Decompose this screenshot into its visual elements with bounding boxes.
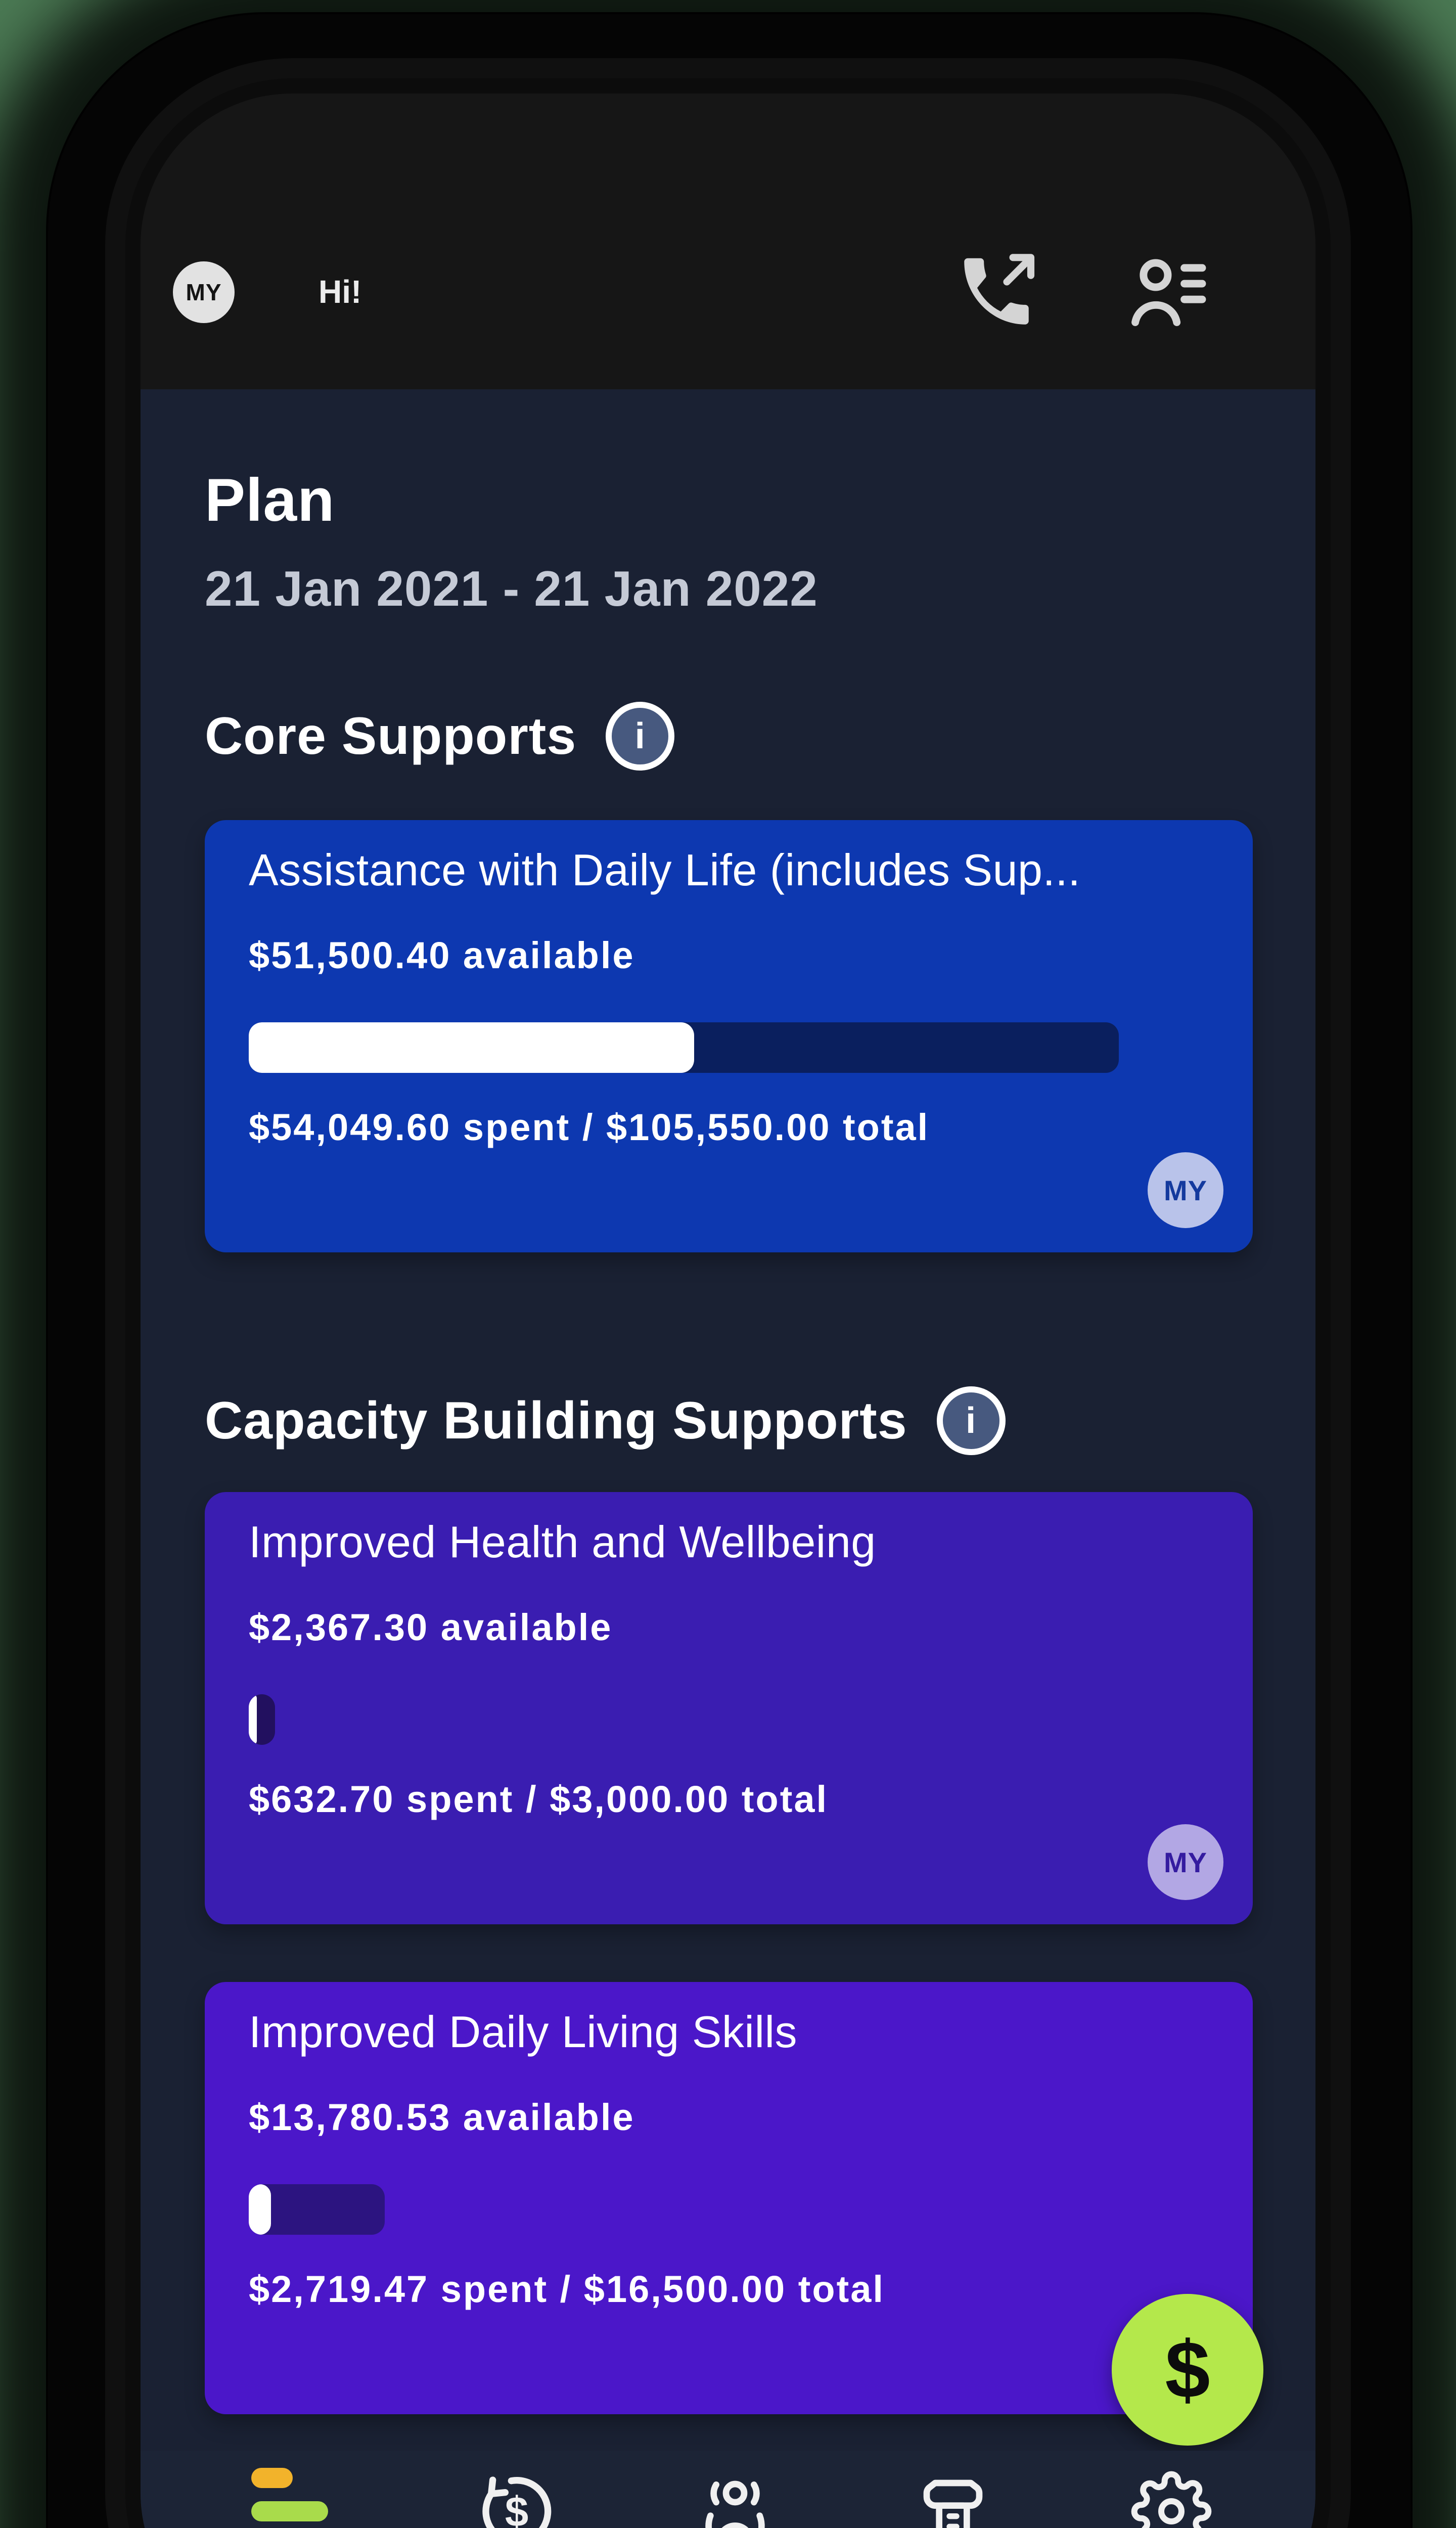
payments-history-icon: $	[482, 2476, 552, 2528]
budget-card-assistance-daily-life[interactable]: Assistance with Daily Life (includes Sup…	[205, 820, 1253, 1252]
budget-member-avatar: MY	[1148, 1824, 1223, 1900]
nav-tab-payments-history[interactable]: $	[476, 2451, 557, 2528]
phone-call-icon[interactable]	[953, 249, 1039, 335]
community-icon	[705, 2480, 765, 2528]
settings-gear-icon	[1131, 2471, 1212, 2528]
plan-date-range: 21 Jan 2021 - 21 Jan 2022	[205, 561, 818, 616]
budget-progress-bar	[249, 1694, 275, 1745]
budget-available-amount: $2,367.30 available	[249, 1606, 613, 1648]
nav-tab-providers[interactable]	[913, 2451, 993, 2528]
budget-progress-fill	[249, 1022, 694, 1073]
budget-card-improved-daily-living-skills[interactable]: Improved Daily Living Skills $13,780.53 …	[205, 1982, 1253, 2414]
page-title: Plan	[205, 466, 335, 534]
budget-progress-bar	[249, 1022, 1119, 1073]
plan-screen: Plan 21 Jan 2021 - 21 Jan 2022 Core Supp…	[141, 389, 1315, 2528]
budget-progress-fill	[249, 2184, 271, 2235]
svg-text:$: $	[505, 2488, 528, 2528]
nav-tab-community[interactable]	[695, 2451, 776, 2528]
budget-available-amount: $51,500.40 available	[249, 934, 635, 976]
budget-card-title: Improved Health and Wellbeing	[249, 1517, 876, 1567]
plan-bars-icon	[251, 2468, 332, 2528]
budget-progress-bar	[249, 2184, 385, 2235]
bottom-nav: PLAN $	[141, 2451, 1315, 2528]
budget-available-amount: $13,780.53 available	[249, 2096, 635, 2138]
info-icon[interactable]: i	[606, 702, 675, 771]
phone-frame: MY Hi! Plan 21 Jan 2021 - 21 Jan 2022	[48, 14, 1410, 2528]
section-heading-label: Core Supports	[205, 706, 577, 765]
user-avatar[interactable]: MY	[173, 261, 235, 323]
budget-card-title: Assistance with Daily Life (includes Sup…	[249, 845, 1081, 895]
store-icon	[923, 2479, 983, 2528]
budget-card-title: Improved Daily Living Skills	[249, 2007, 798, 2057]
payments-fab[interactable]: $	[1112, 2294, 1263, 2446]
budget-card-improved-health-wellbeing[interactable]: Improved Health and Wellbeing $2,367.30 …	[205, 1492, 1253, 1924]
section-heading-capacity-building: Capacity Building Supports i	[205, 1386, 1006, 1455]
greeting-text: Hi!	[318, 274, 362, 310]
budget-spent-total: $2,719.47 spent / $16,500.00 total	[249, 2268, 885, 2310]
budget-progress-fill	[249, 1694, 257, 1745]
phone-screen: MY Hi! Plan 21 Jan 2021 - 21 Jan 2022	[141, 94, 1315, 2528]
greeting-bar: MY Hi!	[141, 94, 1315, 389]
budget-spent-total: $632.70 spent / $3,000.00 total	[249, 1778, 829, 1820]
info-icon[interactable]: i	[936, 1386, 1006, 1455]
budget-spent-total: $54,049.60 spent / $105,550.00 total	[249, 1106, 930, 1148]
budget-member-avatar: MY	[1148, 1152, 1223, 1228]
section-heading-core-supports: Core Supports i	[205, 702, 675, 771]
section-heading-label: Capacity Building Supports	[205, 1391, 907, 1450]
contacts-icon[interactable]	[1125, 249, 1211, 335]
nav-tab-plan[interactable]: PLAN	[244, 2451, 339, 2528]
nav-tab-settings[interactable]	[1131, 2451, 1212, 2528]
